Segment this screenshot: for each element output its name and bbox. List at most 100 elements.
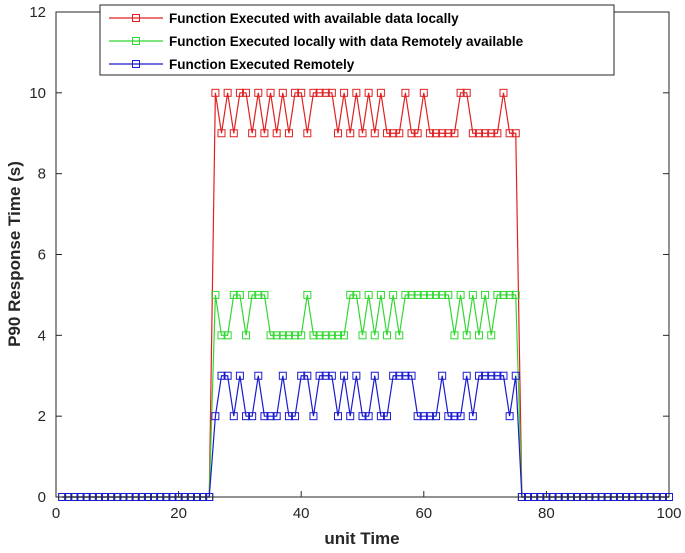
data-point [260, 290, 269, 299]
data-point [481, 290, 490, 299]
data-point [303, 371, 312, 380]
data-point [383, 412, 392, 421]
data-point [376, 88, 385, 97]
y-tick-label: 10 [29, 85, 46, 102]
y-tick-label: 0 [38, 489, 46, 506]
data-point [272, 129, 281, 138]
data-point [315, 371, 324, 380]
data-point [474, 129, 483, 138]
legend-box [99, 4, 615, 76]
data-point [511, 371, 520, 380]
data-point [254, 371, 263, 380]
data-point [364, 412, 373, 421]
data-point [401, 290, 410, 299]
data-point [248, 290, 257, 299]
data-point [487, 331, 496, 340]
data-point [493, 290, 502, 299]
data-point [376, 290, 385, 299]
data-point [401, 371, 410, 380]
data-point [419, 412, 428, 421]
data-point [248, 129, 257, 138]
data-point [468, 129, 477, 138]
data-point [456, 412, 465, 421]
data-point [333, 412, 342, 421]
data-point [419, 88, 428, 97]
data-point [278, 88, 287, 97]
data-point [413, 290, 422, 299]
data-point [291, 88, 300, 97]
data-point [235, 371, 244, 380]
data-point [229, 412, 238, 421]
data-point [389, 290, 398, 299]
data-point [327, 371, 336, 380]
data-point [438, 290, 447, 299]
data-point [425, 290, 434, 299]
data-point [309, 88, 318, 97]
data-point [438, 129, 447, 138]
data-point [456, 290, 465, 299]
data-point [474, 371, 483, 380]
data-point [468, 412, 477, 421]
data-point [346, 290, 355, 299]
data-point [223, 331, 232, 340]
data-point [395, 371, 404, 380]
data-point [383, 129, 392, 138]
data-point [211, 412, 220, 421]
data-point [432, 412, 441, 421]
legend-marker [132, 60, 140, 68]
data-point [272, 331, 281, 340]
data-point [487, 371, 496, 380]
data-point [425, 129, 434, 138]
legend: Function Executed with available data lo… [99, 4, 615, 76]
data-point [352, 290, 361, 299]
data-point [229, 129, 238, 138]
data-point [413, 412, 422, 421]
data-point [499, 371, 508, 380]
data-point [468, 290, 477, 299]
data-point [266, 412, 275, 421]
data-point [438, 371, 447, 380]
data-point [407, 371, 416, 380]
data-point [358, 129, 367, 138]
data-point [284, 412, 293, 421]
data-point [352, 88, 361, 97]
data-point [303, 290, 312, 299]
data-point [432, 290, 441, 299]
data-point [370, 371, 379, 380]
data-point [450, 412, 459, 421]
data-point [333, 331, 342, 340]
data-point [315, 331, 324, 340]
data-point [321, 88, 330, 97]
data-point [407, 290, 416, 299]
plot-area [56, 12, 669, 497]
data-point [383, 331, 392, 340]
data-point [321, 331, 330, 340]
data-point [505, 129, 514, 138]
data-point [389, 129, 398, 138]
legend-marker [132, 14, 140, 22]
data-point [235, 290, 244, 299]
x-tick-label: 40 [293, 505, 310, 522]
data-point [254, 88, 263, 97]
data-point [254, 290, 263, 299]
legend-label: Function Executed locally with data Remo… [169, 34, 524, 49]
data-point [315, 88, 324, 97]
data-point [291, 412, 300, 421]
data-point [346, 412, 355, 421]
legend-label: Function Executed with available data lo… [169, 11, 459, 26]
data-point [309, 331, 318, 340]
data-point [260, 129, 269, 138]
data-point [340, 371, 349, 380]
data-point [364, 290, 373, 299]
data-point [291, 331, 300, 340]
data-point [284, 129, 293, 138]
data-point [450, 129, 459, 138]
data-point [229, 290, 238, 299]
x-tick-label: 100 [656, 505, 681, 522]
ticks-layer: 0 20 40 60 80 100 0 2 4 6 8 10 12 [29, 4, 681, 522]
data-point [370, 129, 379, 138]
data-point [321, 371, 330, 380]
x-tick-label: 60 [415, 505, 432, 522]
data-point [211, 290, 220, 299]
